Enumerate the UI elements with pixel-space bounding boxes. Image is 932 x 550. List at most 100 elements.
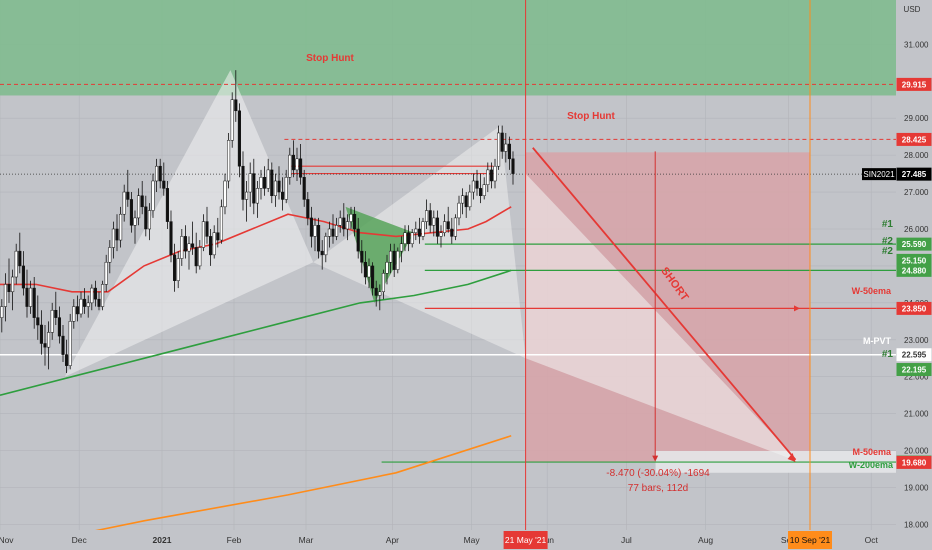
candle-body [54, 309, 58, 318]
candle-body [237, 110, 241, 167]
candle-body [72, 306, 76, 322]
candle-body [295, 158, 299, 171]
candle-body [435, 217, 439, 237]
candle-body [119, 213, 123, 241]
candle-body [115, 228, 119, 241]
candle-body [79, 298, 83, 315]
price-label-text: 25.590 [902, 240, 927, 249]
candle-body [407, 232, 411, 245]
candle-body [43, 343, 47, 348]
candle-body [327, 228, 331, 237]
x-highlight-label: 10 Sep '21 [790, 535, 831, 545]
candle-body [36, 317, 40, 326]
hash1-top-label: #1 [882, 219, 894, 230]
candle-body [205, 221, 209, 237]
candle-body [133, 217, 137, 226]
candle-body [198, 247, 202, 267]
candle-body [270, 169, 274, 196]
candle-body [165, 188, 169, 222]
candle-body [155, 165, 159, 182]
hash2-bottom-label: #2 [882, 246, 894, 257]
candle-body [500, 132, 504, 152]
candle-body [299, 158, 303, 178]
y-tick-label: 31.000 [904, 40, 929, 49]
price-label-text: 23.850 [902, 304, 927, 313]
candle-body [417, 228, 421, 237]
candle-body [432, 217, 436, 226]
candle-body [439, 232, 443, 237]
harmonic-leg-xa [64, 70, 314, 377]
price-label-box [896, 455, 932, 469]
candle-body [489, 169, 493, 182]
ema-line-2 [0, 269, 512, 396]
candle-body [65, 354, 69, 366]
price-label-box [896, 237, 932, 251]
candle-body [497, 132, 501, 167]
y-tick-label: 29.000 [904, 114, 929, 123]
candle-body [18, 250, 22, 267]
candle-body [108, 247, 112, 263]
candle-body [187, 243, 191, 252]
candle-body [212, 232, 216, 256]
level-lines [0, 0, 896, 530]
candle-body [486, 169, 490, 185]
candle-body [425, 210, 429, 222]
stop-hunt-top-label: Stop Hunt [306, 53, 354, 64]
candle-body [493, 165, 497, 182]
trade-overlay [532, 147, 800, 463]
candle-body [50, 309, 54, 333]
candle-body [468, 191, 472, 208]
measure-line2: 77 bars, 112d [628, 483, 688, 494]
candle-body [471, 180, 475, 193]
candle-body [32, 287, 36, 318]
candle-body [129, 199, 133, 226]
stop-hunt-zone [0, 0, 896, 96]
candle-body [3, 284, 7, 307]
short-arrow-head [787, 453, 796, 463]
candle-body [126, 191, 130, 200]
candle-body [248, 173, 252, 193]
candle-body [137, 195, 141, 219]
candle-body [504, 143, 508, 152]
y-tick-label: 26.000 [904, 225, 929, 234]
w50-arrow-head [794, 305, 800, 312]
candle-body [396, 250, 400, 270]
candle-body [158, 165, 162, 182]
candle-body [147, 210, 151, 230]
candle-body [360, 250, 364, 263]
price-label-box [896, 167, 932, 181]
price-label-text: 25.150 [902, 256, 927, 265]
candle-body [25, 287, 29, 307]
candle-body [209, 236, 213, 256]
price-label-box [896, 77, 932, 91]
hash2-top-label: #2 [882, 236, 894, 247]
measure-line1: -8.470 (-30.04%) -1694 [606, 468, 710, 479]
candle-body [378, 291, 382, 296]
candle-body [475, 180, 479, 189]
candle-body [374, 287, 378, 296]
candle-body [176, 258, 180, 281]
candle-body [194, 247, 198, 267]
candle-body [93, 287, 97, 300]
x-tick-label: Jul [621, 535, 632, 545]
candle-body [331, 228, 335, 237]
candle-body [29, 287, 33, 307]
w50-label: W-50ema [852, 286, 892, 296]
candle-body [403, 232, 407, 245]
short-arrow-line [532, 147, 797, 461]
ema-line-1 [0, 206, 512, 293]
candle-body [219, 206, 223, 241]
candle-body [252, 173, 256, 204]
candle-body [144, 206, 148, 230]
candle-body [61, 335, 65, 355]
x-highlight-label: 21 May '21 [505, 535, 547, 545]
candle-body [230, 99, 234, 141]
candle-body [324, 236, 328, 256]
price-label-text: 19.680 [902, 458, 927, 467]
candle-body [392, 250, 396, 270]
candle-body [389, 250, 393, 263]
price-label-box [896, 363, 932, 377]
candle-body [111, 228, 115, 248]
candle-body [255, 188, 259, 204]
